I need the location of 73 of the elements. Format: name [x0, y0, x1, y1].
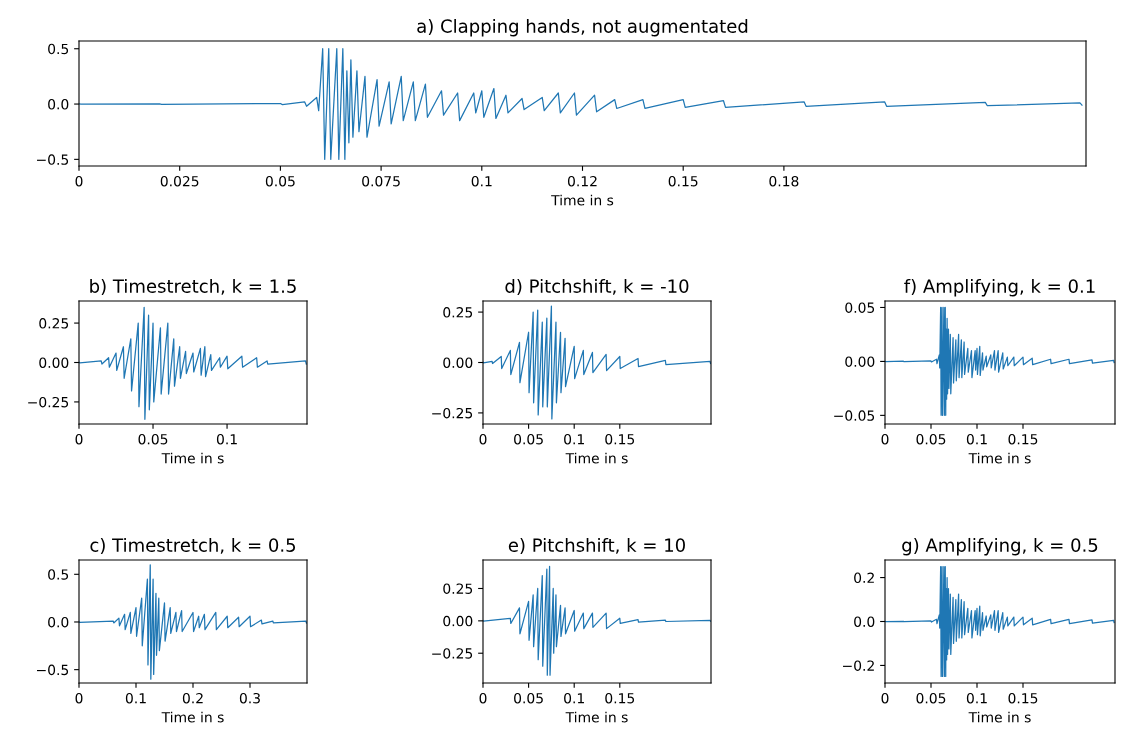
- y-tick-label: 0.5: [48, 569, 69, 580]
- y-tick-label: 0.5: [48, 43, 69, 55]
- x-tick-label: 0: [479, 433, 487, 445]
- line-series: [79, 306, 307, 420]
- x-tick-label: 0.1: [966, 692, 987, 704]
- y-tick-label: 0.2: [854, 572, 874, 584]
- x-axis-title: Time in s: [968, 711, 1031, 723]
- line-series: [483, 305, 711, 420]
- x-axis-title: Time in s: [161, 452, 224, 464]
- x-tick-label: 0.05: [265, 175, 295, 187]
- chart-title: g) Amplifying, k = 0.5: [902, 537, 1098, 556]
- y-tick-label: −0.2: [843, 660, 874, 671]
- x-tick-label: 0: [881, 433, 889, 445]
- x-tick-label: 0.3: [239, 692, 260, 704]
- x-tick-label: 0.12: [567, 175, 597, 187]
- line-series: [79, 48, 1083, 160]
- x-tick-label: 0.05: [916, 433, 946, 445]
- chart-title: d) Pitchshift, k = -10: [505, 278, 689, 296]
- x-tick-label: 0.1: [966, 433, 987, 445]
- x-tick-label: 0.2: [182, 692, 203, 704]
- x-tick-label: 0.1: [564, 433, 584, 445]
- y-tick-label: 0.00: [845, 356, 875, 367]
- y-tick-label: 0.25: [443, 307, 473, 318]
- y-tick-label: 0.0: [48, 99, 69, 110]
- x-tick-label: 0: [75, 175, 83, 187]
- line-series: [885, 565, 1115, 678]
- chart-title: f) Amplifying, k = 0.1: [904, 278, 1095, 297]
- chart-title: e) Pitchshift, k = 10: [508, 537, 685, 555]
- x-tick-label: 0.15: [1008, 692, 1038, 704]
- x-axis-title: Time in s: [968, 452, 1031, 464]
- line-series: [483, 565, 711, 676]
- y-tick-label: 0.0: [48, 616, 69, 628]
- y-tick-label: −0.5: [37, 154, 69, 165]
- y-tick-label: 0.00: [39, 357, 69, 368]
- chart-title: b) Timestretch, k = 1.5: [90, 278, 296, 296]
- x-tick-label: 0: [881, 692, 889, 704]
- x-tick-label: 0.15: [605, 433, 635, 445]
- x-tick-label: 0.05: [138, 433, 168, 445]
- y-tick-label: −0.5: [37, 664, 69, 676]
- x-tick-label: 0: [75, 692, 83, 704]
- x-tick-label: 0.1: [564, 692, 584, 704]
- x-tick-label: 0.05: [514, 433, 543, 445]
- x-axis-title: Time in s: [565, 452, 628, 464]
- y-tick-label: 0.00: [443, 357, 473, 368]
- x-tick-label: 0.05: [514, 692, 543, 704]
- y-tick-label: 0.05: [845, 302, 875, 313]
- y-tick-label: 0.25: [443, 583, 473, 594]
- y-tick-label: 0.25: [39, 318, 69, 329]
- y-tick-label: −0.25: [432, 407, 473, 419]
- y-tick-label: −0.05: [834, 410, 875, 421]
- y-tick-label: −0.25: [432, 648, 473, 659]
- x-tick-label: 0: [479, 692, 487, 704]
- x-axis-title: Time in s: [551, 194, 614, 206]
- x-axis-title: Time in s: [565, 711, 628, 723]
- x-tick-label: 0.1: [471, 175, 492, 187]
- chart-title: c) Timestretch, k = 0.5: [90, 537, 296, 555]
- x-tick-label: 0.15: [668, 175, 698, 187]
- x-tick-label: 0.15: [605, 692, 635, 704]
- x-tick-label: 0.1: [125, 692, 146, 704]
- x-tick-label: 0.05: [916, 692, 946, 704]
- y-tick-label: −0.25: [28, 396, 69, 408]
- chart-title: a) Clapping hands, not augmentated: [417, 18, 748, 37]
- line-series: [79, 564, 307, 680]
- x-tick-label: 0.075: [362, 175, 400, 187]
- x-tick-label: 0.15: [1008, 433, 1038, 445]
- x-axis-title: Time in s: [161, 711, 224, 723]
- y-tick-label: 0.00: [443, 615, 473, 627]
- x-tick-label: 0: [75, 433, 83, 445]
- y-tick-label: 0.0: [854, 616, 875, 627]
- x-tick-label: 0.18: [769, 175, 799, 187]
- x-tick-label: 0.1: [216, 433, 237, 445]
- x-tick-label: 0.025: [160, 175, 199, 187]
- line-series: [885, 306, 1115, 416]
